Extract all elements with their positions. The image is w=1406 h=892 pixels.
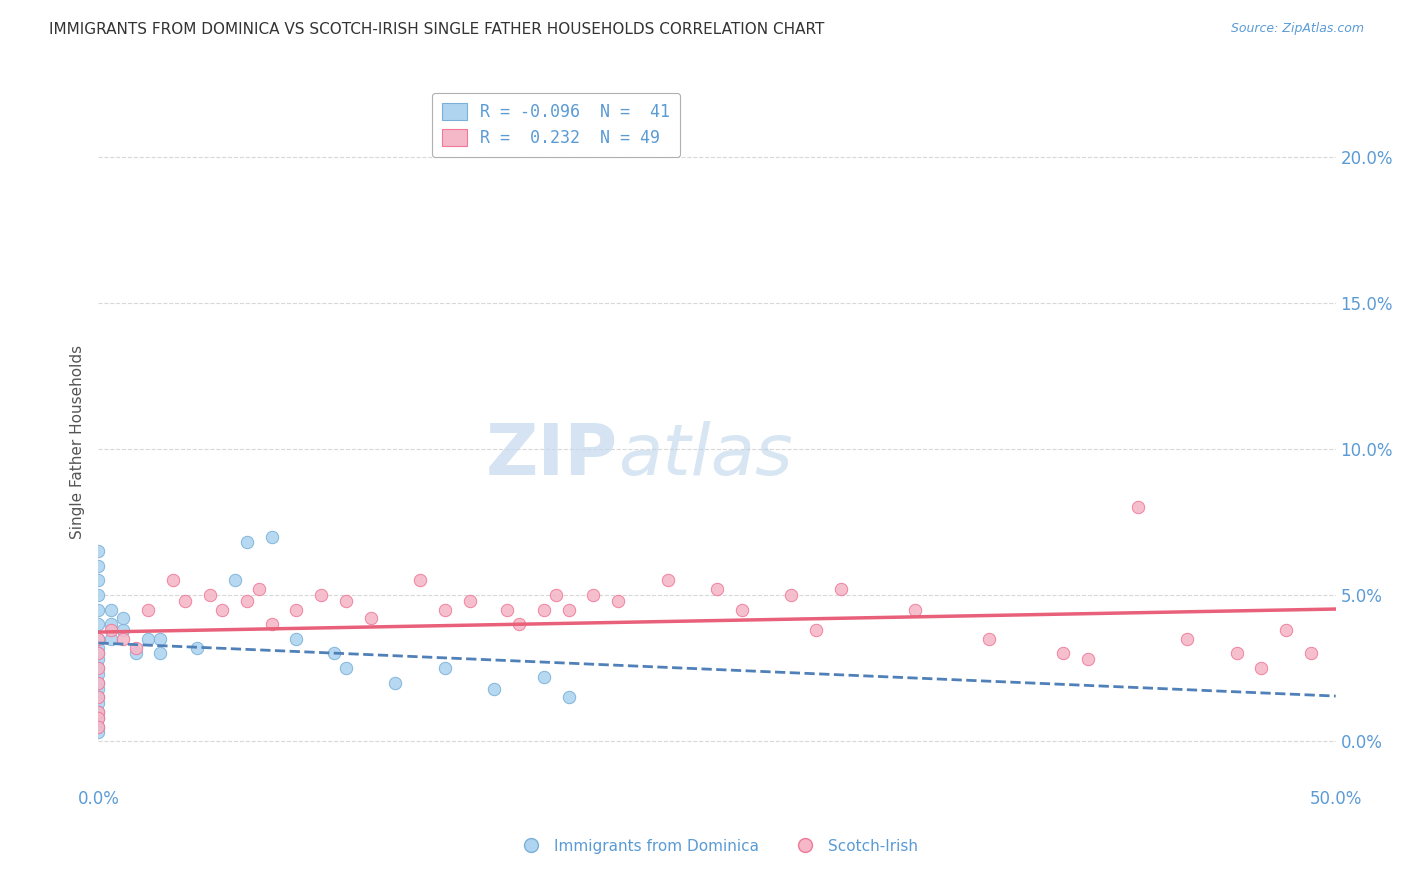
Point (979, 632, 1001, 646)
Point (322, 647, 344, 661)
Point (458, 594, 481, 608)
Point (87, 647, 110, 661)
Point (124, 647, 146, 661)
Point (174, 594, 197, 608)
Point (100, 617, 122, 632)
Text: Source: ZipAtlas.com: Source: ZipAtlas.com (1230, 22, 1364, 36)
Point (87, 690, 110, 705)
Point (87, 617, 110, 632)
Point (87, 632, 110, 646)
Point (409, 574, 432, 588)
Point (87, 705, 110, 719)
Point (236, 594, 259, 608)
Point (1052, 647, 1074, 661)
Point (87, 652, 110, 666)
Point (1226, 647, 1249, 661)
Text: ZIP: ZIP (486, 421, 619, 490)
Point (87, 725, 110, 739)
Point (533, 602, 555, 616)
Text: atlas: atlas (619, 421, 793, 490)
Point (149, 647, 172, 661)
Point (830, 582, 852, 596)
Point (433, 661, 456, 675)
Point (607, 594, 630, 608)
Point (247, 582, 270, 596)
Point (804, 623, 827, 637)
Point (1275, 623, 1298, 637)
Text: IMMIGRANTS FROM DOMINICA VS SCOTCH-IRISH SINGLE FATHER HOUSEHOLDS CORRELATION CH: IMMIGRANTS FROM DOMINICA VS SCOTCH-IRISH… (49, 22, 824, 37)
Point (198, 588, 221, 602)
Y-axis label: Single Father Households: Single Father Households (70, 344, 86, 539)
Point (706, 582, 728, 596)
Point (904, 602, 927, 616)
Point (87, 719, 110, 733)
Point (1077, 652, 1099, 666)
Point (260, 529, 283, 543)
Point (87, 647, 110, 661)
Point (557, 602, 579, 616)
Point (557, 690, 579, 705)
Point (100, 623, 122, 637)
Point (87, 675, 110, 690)
Point (731, 602, 754, 616)
Point (87, 696, 110, 710)
Point (112, 611, 135, 625)
Point (1250, 661, 1272, 675)
Point (224, 574, 246, 588)
Point (211, 602, 233, 616)
Point (87, 666, 110, 681)
Point (87, 640, 110, 655)
Point (495, 602, 517, 616)
Point (546, 588, 568, 602)
Point (285, 602, 308, 616)
Point (657, 574, 679, 588)
Point (87, 675, 110, 690)
Point (335, 594, 357, 608)
Point (112, 623, 135, 637)
Point (484, 681, 506, 696)
Point (87, 661, 110, 675)
Point (384, 675, 406, 690)
Point (236, 535, 259, 549)
Point (100, 632, 122, 646)
Point (87, 602, 110, 616)
Point (87, 544, 110, 558)
Point (186, 640, 208, 655)
Point (162, 574, 184, 588)
Point (260, 617, 283, 632)
Point (582, 588, 605, 602)
Point (1299, 647, 1322, 661)
Legend: Immigrants from Dominica, Scotch-Irish: Immigrants from Dominica, Scotch-Irish (510, 832, 924, 860)
Point (508, 617, 530, 632)
Point (780, 588, 803, 602)
Point (87, 711, 110, 725)
Point (533, 670, 555, 684)
Point (112, 632, 135, 646)
Point (87, 588, 110, 602)
Point (87, 681, 110, 696)
Point (360, 611, 382, 625)
Point (285, 632, 308, 646)
Point (87, 705, 110, 719)
Point (136, 632, 159, 646)
Point (433, 602, 456, 616)
Point (309, 588, 332, 602)
Point (87, 719, 110, 733)
Point (136, 602, 159, 616)
Point (1126, 500, 1149, 515)
Point (100, 602, 122, 616)
Point (87, 690, 110, 705)
Point (87, 632, 110, 646)
Point (87, 558, 110, 573)
Point (335, 661, 357, 675)
Point (124, 640, 146, 655)
Point (87, 661, 110, 675)
Point (87, 711, 110, 725)
Point (87, 574, 110, 588)
Point (149, 632, 172, 646)
Point (1175, 632, 1198, 646)
